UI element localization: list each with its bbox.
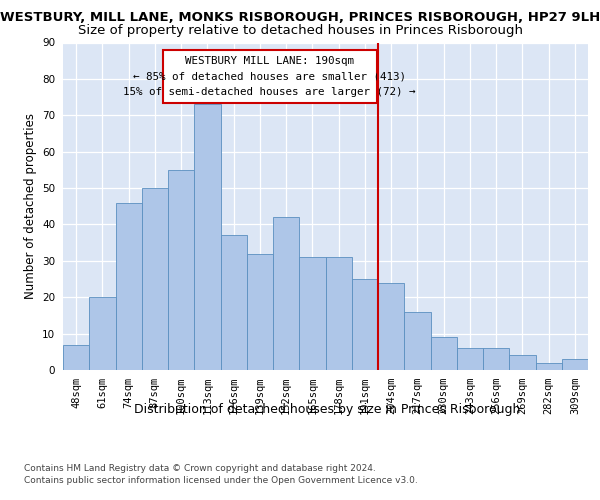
Y-axis label: Number of detached properties: Number of detached properties [23,114,37,299]
Bar [457,348,483,370]
Bar [89,297,115,370]
Bar [536,362,562,370]
Bar [247,254,273,370]
Text: Distribution of detached houses by size in Princes Risborough: Distribution of detached houses by size … [134,402,520,415]
Bar [378,282,404,370]
Bar [299,257,325,370]
Bar [483,348,509,370]
Bar [404,312,431,370]
Text: WESTBURY, MILL LANE, MONKS RISBOROUGH, PRINCES RISBOROUGH, HP27 9LH: WESTBURY, MILL LANE, MONKS RISBOROUGH, P… [0,11,600,24]
Text: ← 85% of detached houses are smaller (413): ← 85% of detached houses are smaller (41… [133,72,406,82]
Bar [115,202,142,370]
Text: Contains public sector information licensed under the Open Government Licence v3: Contains public sector information licen… [24,476,418,485]
Bar [325,257,352,370]
Bar [352,279,378,370]
Bar [194,104,221,370]
Text: 15% of semi-detached houses are larger (72) →: 15% of semi-detached houses are larger (… [124,87,416,97]
Bar [431,337,457,370]
Bar [509,356,536,370]
Text: Size of property relative to detached houses in Princes Risborough: Size of property relative to detached ho… [77,24,523,37]
Bar [142,188,168,370]
Text: Contains HM Land Registry data © Crown copyright and database right 2024.: Contains HM Land Registry data © Crown c… [24,464,376,473]
Text: WESTBURY MILL LANE: 190sqm: WESTBURY MILL LANE: 190sqm [185,56,354,66]
Bar [63,344,89,370]
FancyBboxPatch shape [163,50,377,102]
Bar [221,236,247,370]
Bar [168,170,194,370]
Bar [273,217,299,370]
Bar [562,359,588,370]
